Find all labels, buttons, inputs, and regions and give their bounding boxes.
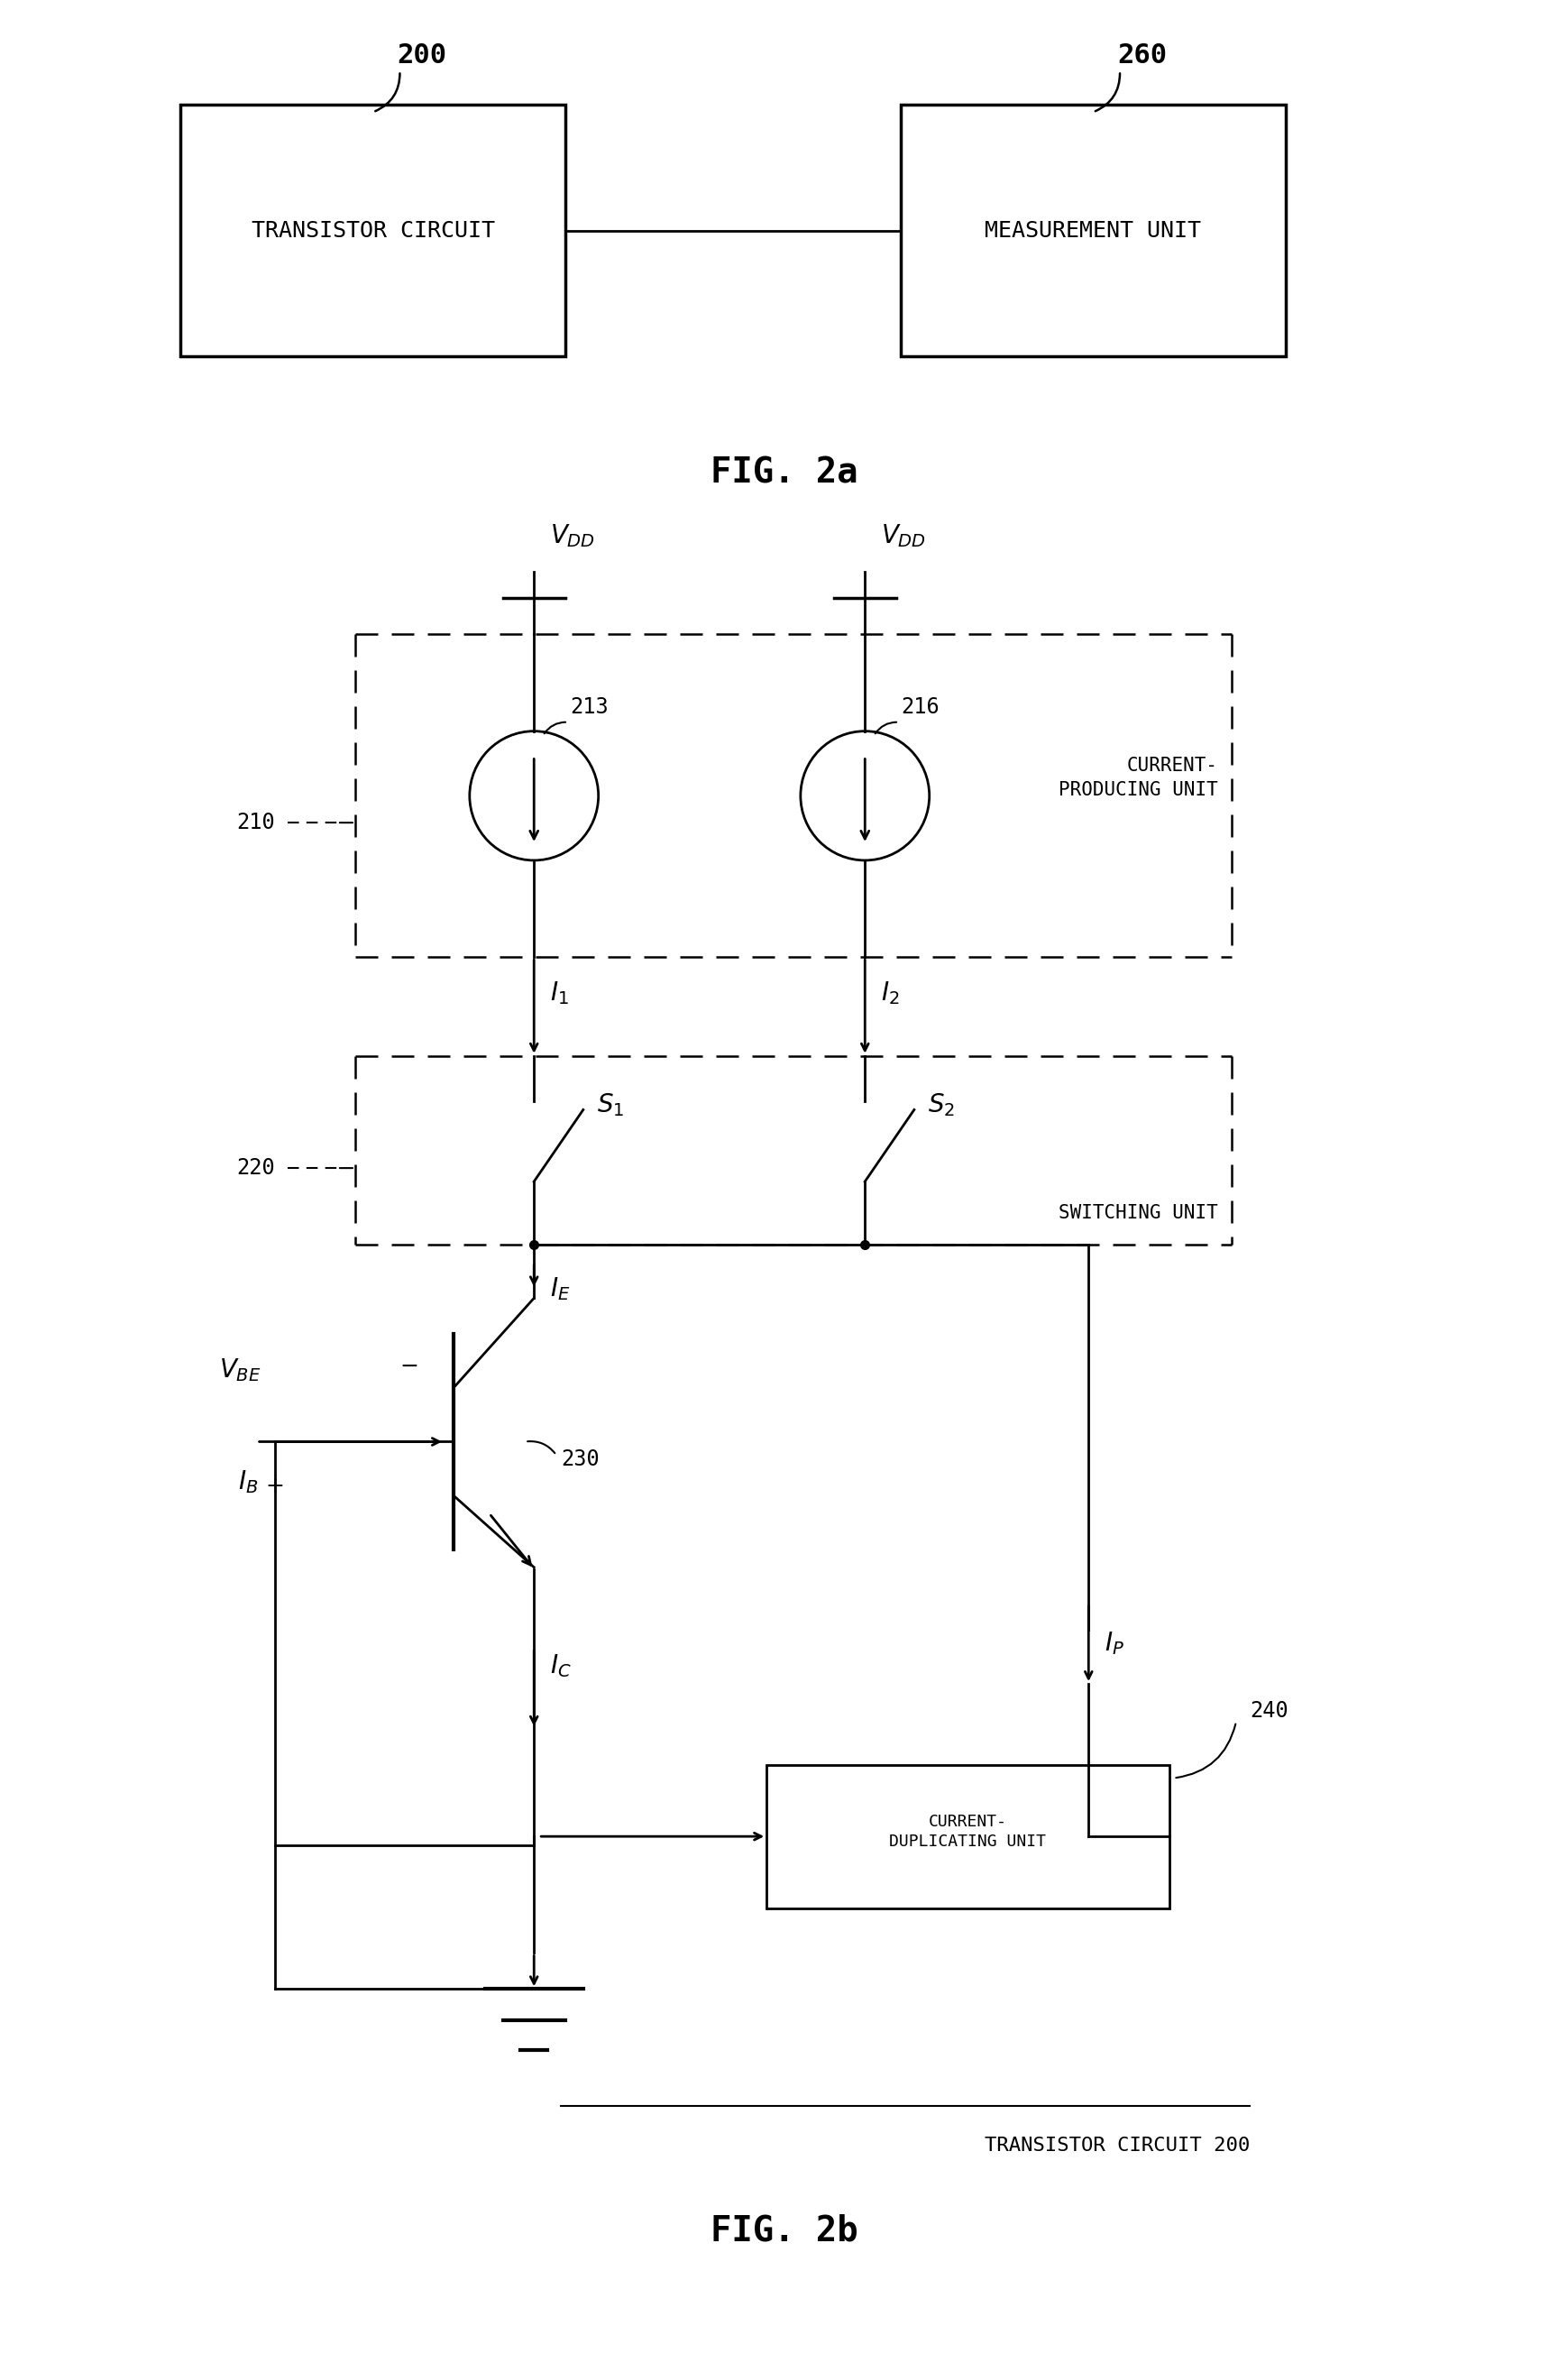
Text: $I_P$: $I_P$ — [1105, 1630, 1124, 1658]
Bar — [767, 1765, 1170, 1907]
Text: 200: 200 — [397, 43, 447, 69]
Text: $V_{BE}$: $V_{BE}$ — [220, 1357, 262, 1383]
Text: MEASUREMENT UNIT: MEASUREMENT UNIT — [985, 221, 1201, 242]
Text: $S_1$: $S_1$ — [596, 1091, 624, 1120]
Text: $I_B$: $I_B$ — [238, 1468, 257, 1494]
Text: $V_{DD}$: $V_{DD}$ — [881, 522, 927, 548]
Text: TRANSISTOR CIRCUIT: TRANSISTOR CIRCUIT — [251, 221, 495, 242]
Text: FIG. 2b: FIG. 2b — [710, 2213, 858, 2249]
Text: 210: 210 — [237, 811, 274, 833]
Text: 220: 220 — [237, 1158, 274, 1179]
Text: 240: 240 — [1250, 1701, 1289, 1722]
Text: 216: 216 — [900, 695, 939, 719]
Text: $+$: $+$ — [265, 1475, 284, 1497]
Text: TRANSISTOR CIRCUIT 200: TRANSISTOR CIRCUIT 200 — [985, 2137, 1250, 2156]
Text: $I_E$: $I_E$ — [550, 1276, 571, 1302]
Text: CURRENT-
PRODUCING UNIT: CURRENT- PRODUCING UNIT — [1058, 757, 1218, 799]
Text: $I_C$: $I_C$ — [550, 1653, 571, 1679]
Text: 213: 213 — [569, 695, 608, 719]
Text: 260: 260 — [1118, 43, 1167, 69]
Text: CURRENT-
DUPLICATING UNIT: CURRENT- DUPLICATING UNIT — [889, 1815, 1046, 1850]
Text: $I_1$: $I_1$ — [550, 980, 569, 1006]
Bar — [180, 104, 566, 356]
Text: $V_{DD}$: $V_{DD}$ — [550, 522, 596, 548]
Text: 230: 230 — [561, 1449, 599, 1471]
Text: SWITCHING UNIT: SWITCHING UNIT — [1058, 1205, 1218, 1222]
Text: FIG. 2a: FIG. 2a — [710, 455, 858, 491]
Text: $I_2$: $I_2$ — [881, 980, 900, 1006]
Text: $S_2$: $S_2$ — [928, 1091, 955, 1120]
Text: $-$: $-$ — [400, 1354, 419, 1376]
Bar — [900, 104, 1286, 356]
